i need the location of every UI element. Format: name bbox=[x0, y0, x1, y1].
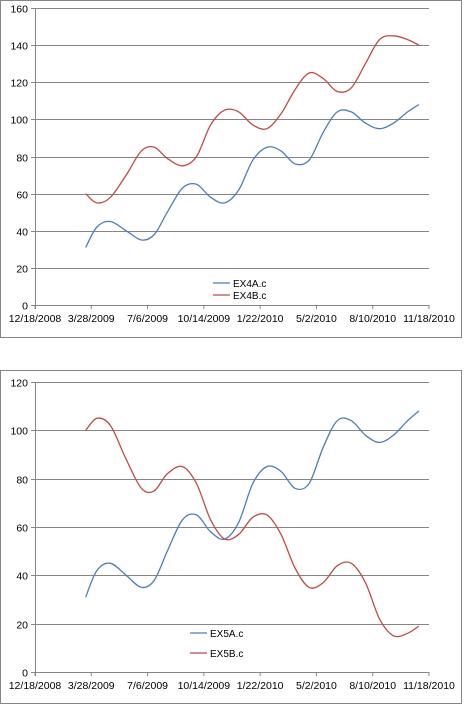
y-tick-label: 140 bbox=[10, 41, 28, 53]
x-tick-label: 7/6/2009 bbox=[127, 680, 168, 692]
x-tick-label: 1/22/2010 bbox=[237, 680, 284, 692]
x-tick-label: 10/14/2009 bbox=[178, 680, 231, 692]
series-line-ex5b-c bbox=[85, 417, 420, 638]
y-tick-label: 160 bbox=[10, 4, 28, 16]
series-line-ex4a-c bbox=[85, 103, 420, 248]
x-tick-label: 8/10/2010 bbox=[349, 680, 396, 692]
x-tick-label: 10/14/2009 bbox=[178, 313, 231, 325]
y-tick-label: 20 bbox=[16, 264, 28, 276]
x-tick-label: 1/22/2010 bbox=[237, 313, 284, 325]
chart-ex5: 0 20 40 60 80 100 120 12/18/2008 3/28/2009 7/6/20… bbox=[0, 370, 462, 704]
y-tick-label: 40 bbox=[16, 227, 28, 239]
y-tick-label: 120 bbox=[10, 378, 28, 390]
y-tick-label: 0 bbox=[22, 668, 28, 680]
x-tick-label: 5/2/2010 bbox=[296, 680, 337, 692]
x-tick-label: 12/18/2008 bbox=[9, 313, 62, 325]
x-tick-label: 11/18/2010 bbox=[403, 680, 455, 692]
chart-border bbox=[0, 0, 462, 338]
x-tick-label: 5/2/2010 bbox=[296, 313, 337, 325]
x-tick-label: 11/18/2010 bbox=[403, 313, 455, 325]
y-tick-label: 80 bbox=[16, 153, 28, 165]
y-tick-label: 20 bbox=[16, 620, 28, 632]
legend-label: EX4B.c bbox=[233, 291, 266, 302]
y-tick-label: 100 bbox=[10, 426, 28, 438]
chart-ex4: 0 20 40 60 80 100 120 140 160 12/18/2008 3/28/2009… bbox=[0, 0, 462, 338]
y-tick-label: 80 bbox=[16, 475, 28, 487]
chart-ex5-svg: 0 20 40 60 80 100 120 12/18/2008 3/28/2009 7/6/20… bbox=[0, 370, 462, 704]
legend-label: EX4A.c bbox=[233, 279, 266, 290]
y-tick-label: 0 bbox=[22, 301, 28, 313]
x-tick-label: 7/6/2009 bbox=[127, 313, 168, 325]
y-tick-label: 60 bbox=[16, 190, 28, 202]
legend-label: EX5A.c bbox=[210, 629, 243, 640]
y-tick-label: 60 bbox=[16, 523, 28, 535]
chart-ex4-svg: 0 20 40 60 80 100 120 140 160 12/18/2008 3/28/2009… bbox=[0, 0, 462, 338]
series-line-ex4b-c bbox=[85, 35, 420, 204]
y-tick-label: 40 bbox=[16, 571, 28, 583]
y-tick-label: 100 bbox=[10, 115, 28, 127]
series-line-ex5a-c bbox=[85, 410, 420, 598]
x-tick-label: 3/28/2009 bbox=[68, 313, 115, 325]
legend-label: EX5B.c bbox=[210, 649, 243, 660]
y-tick-label: 120 bbox=[10, 78, 28, 90]
chart-border bbox=[0, 370, 462, 704]
x-tick-label: 8/10/2010 bbox=[349, 313, 396, 325]
x-tick-label: 3/28/2009 bbox=[68, 680, 115, 692]
x-tick-label: 12/18/2008 bbox=[9, 680, 62, 692]
